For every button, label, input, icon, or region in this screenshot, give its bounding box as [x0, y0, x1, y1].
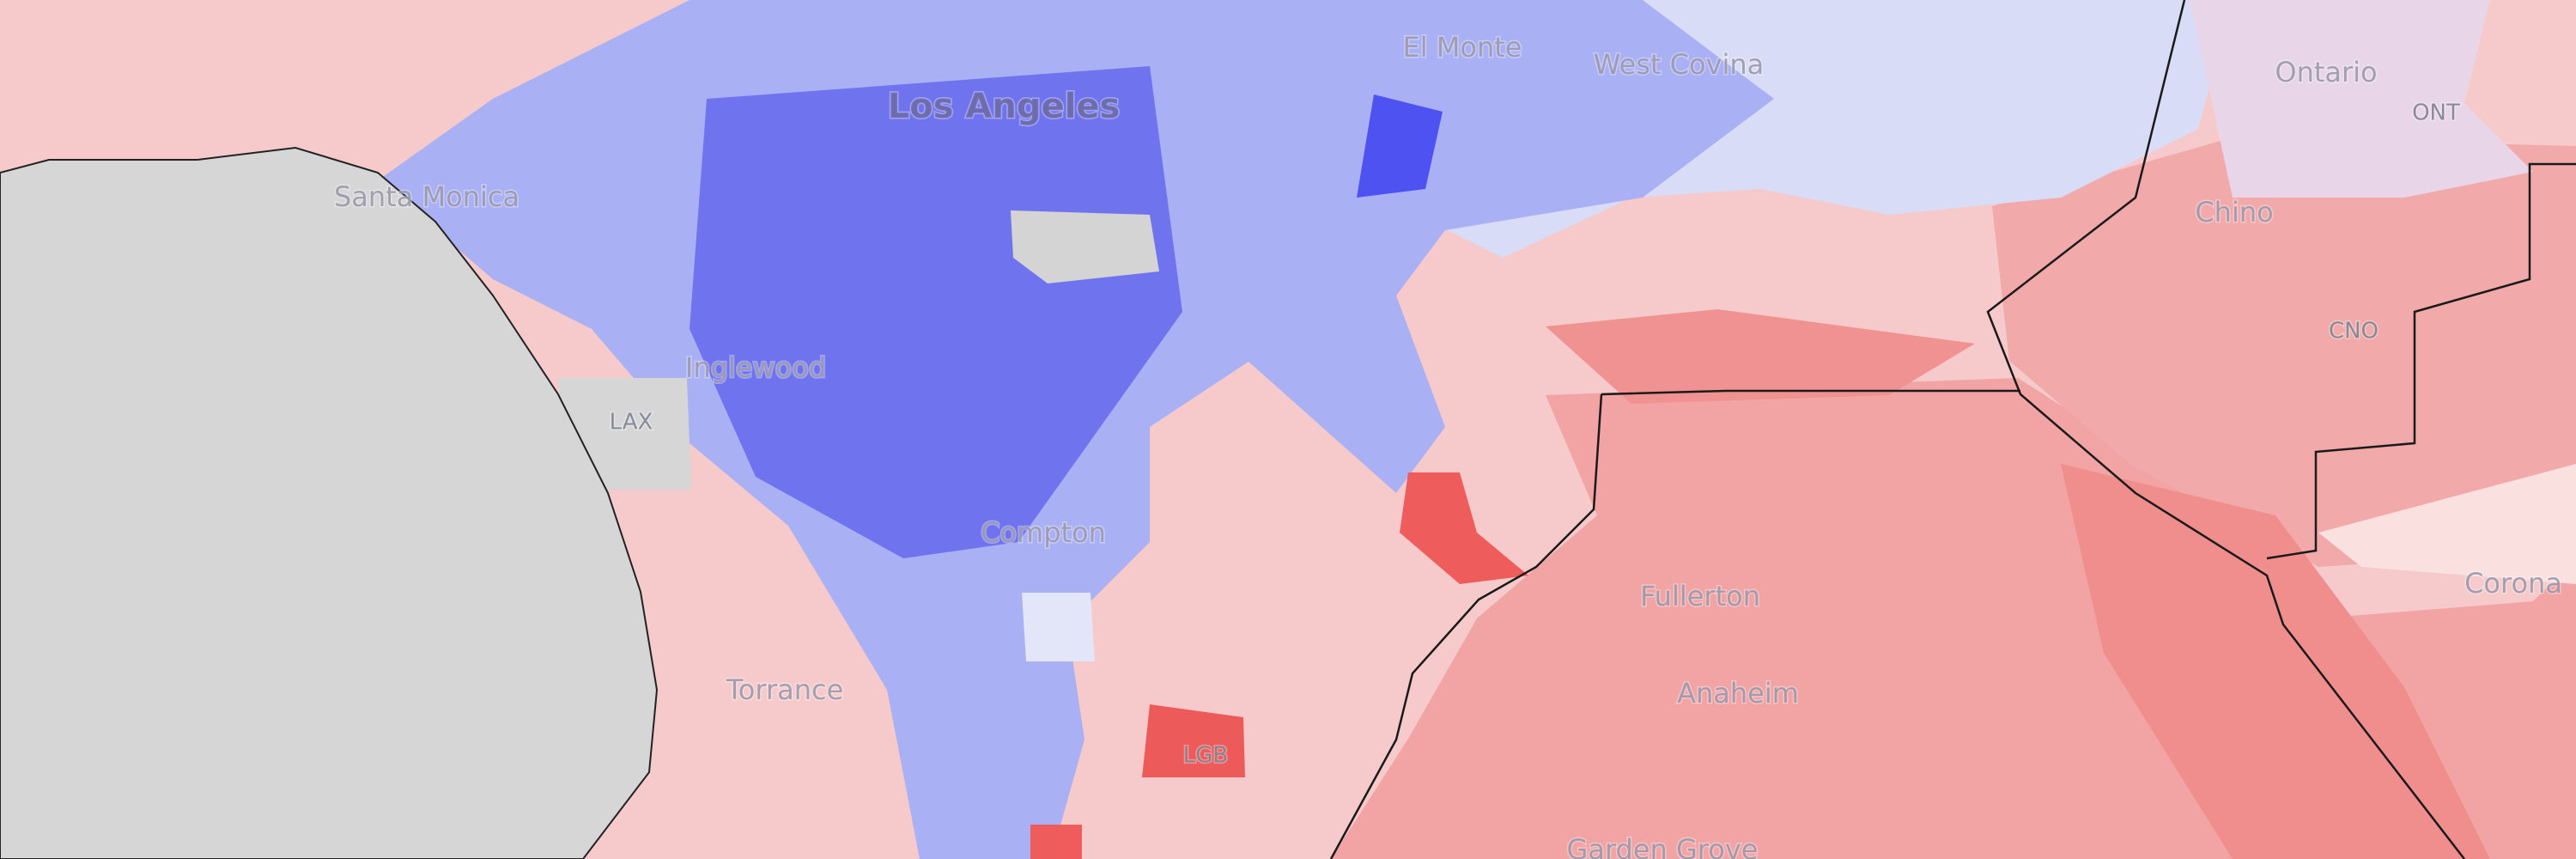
county-line — [1986, 0, 2465, 859]
county-line — [2266, 162, 2576, 560]
mixed-region — [2190, 0, 2533, 198]
place-label: Compton — [981, 516, 1106, 549]
place-label: Garden Grove — [1567, 833, 1759, 859]
place-label: El Monte — [1403, 31, 1522, 64]
place-label: Anaheim — [1677, 677, 1799, 710]
red-region — [1546, 309, 1975, 404]
place-label: West Covina — [1594, 48, 1764, 81]
place-label: Torrance — [726, 673, 844, 706]
county-line — [1329, 393, 1603, 859]
pale-region — [2318, 464, 2576, 584]
airport-label: CNO — [2329, 319, 2379, 344]
place-label: Corona — [2464, 567, 2562, 600]
place-label: Ontario — [2275, 56, 2377, 88]
red-region — [2061, 464, 2490, 859]
ocean — [0, 146, 659, 859]
red-patch — [1142, 704, 1245, 777]
gray-patch — [1011, 210, 1159, 283]
place-label: Los Angeles — [888, 87, 1121, 126]
red-region — [1992, 137, 2576, 567]
dark-blue-region — [690, 66, 1182, 558]
place-label: Chino — [2195, 196, 2273, 228]
dark-blue-region — [1357, 94, 1443, 198]
airport-label: LGB — [1183, 743, 1228, 769]
airport-label: LAX — [610, 410, 653, 436]
red-patch — [1400, 472, 1528, 584]
county-line — [1601, 389, 2020, 396]
red-patch — [1030, 825, 1082, 859]
place-label: Santa Monica — [334, 180, 519, 213]
airport-label: ONT — [2412, 101, 2460, 126]
gray-patch — [1022, 593, 1095, 661]
place-label: Fullerton — [1640, 580, 1760, 612]
place-label: Inglewood — [685, 351, 826, 384]
